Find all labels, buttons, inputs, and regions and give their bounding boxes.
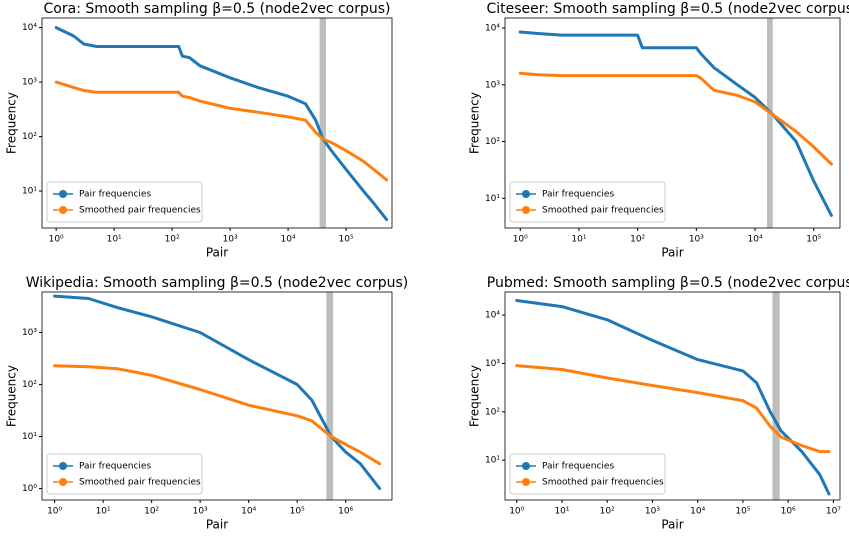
legend-box — [510, 454, 665, 494]
subplot: 10⁰ 10¹ 10² 10³ 10⁴ 10⁵ 10⁶ 10⁷ 10¹ 10² 10³ 10⁴ Pubm… — [468, 275, 849, 532]
y-tick-label: 10³ — [485, 359, 500, 369]
x-tick-label: 10⁶ — [338, 507, 353, 517]
y-tick-label: 10¹ — [22, 432, 37, 442]
y-tick-label: 10¹ — [485, 194, 500, 204]
legend-marker — [59, 462, 67, 470]
y-tick-label: 10⁰ — [22, 484, 37, 494]
legend-marker — [522, 206, 530, 214]
y-tick-label: 10³ — [22, 78, 37, 88]
x-tick-label: 10⁴ — [281, 235, 296, 245]
series-line — [520, 73, 831, 164]
legend-marker — [59, 206, 67, 214]
y-tick-label: 10⁴ — [485, 23, 500, 33]
x-tick-label: 10³ — [689, 235, 704, 245]
legend-marker — [522, 462, 530, 470]
shaded-span — [767, 18, 773, 228]
y-tick-label: 10¹ — [22, 187, 37, 197]
legend-label: Pair frequencies — [79, 462, 151, 472]
y-axis-label: Frequency — [5, 92, 19, 154]
x-tick-label: 10⁵ — [735, 507, 750, 517]
y-tick-label: 10⁴ — [22, 23, 37, 33]
y-tick-label: 10⁴ — [485, 311, 500, 321]
x-tick-label: 10³ — [193, 507, 208, 517]
x-tick-label: 10² — [630, 235, 645, 245]
x-axis-label: Pair — [206, 518, 228, 532]
subplot: 10⁰ 10¹ 10² 10³ 10⁴ 10⁵ 10¹ 10² 10³ 10⁴ Citeseer: … — [468, 1, 849, 260]
y-axis-label: Frequency — [468, 92, 482, 154]
legend-label: Pair frequencies — [79, 190, 151, 200]
chart-title: Pubmed: Smooth sampling β=0.5 (node2vec … — [487, 275, 849, 291]
y-tick-label: 10¹ — [485, 456, 500, 466]
x-tick-label: 10³ — [645, 507, 660, 517]
y-axis-label: Frequency — [5, 365, 19, 427]
x-tick-label: 10⁰ — [49, 235, 64, 245]
legend-box — [47, 454, 202, 494]
y-tick-label: 10³ — [485, 80, 500, 90]
x-tick-label: 10³ — [223, 235, 238, 245]
x-tick-label: 10¹ — [571, 235, 586, 245]
legend-label: Smoothed pair frequencies — [542, 478, 664, 488]
x-tick-label: 10⁴ — [690, 507, 705, 517]
shaded-span — [772, 292, 779, 500]
y-tick-label: 10² — [22, 380, 37, 390]
x-tick-label: 10² — [144, 507, 159, 517]
x-tick-label: 10¹ — [96, 507, 111, 517]
legend-marker — [59, 478, 67, 486]
legend-box — [510, 182, 665, 222]
x-tick-label: 10¹ — [107, 235, 122, 245]
chart-title: Citeseer: Smooth sampling β=0.5 (node2ve… — [486, 1, 849, 17]
x-tick-label: 10⁰ — [47, 507, 62, 517]
subplot: 10⁰ 10¹ 10² 10³ 10⁴ 10⁵ 10⁶ 10⁰ 10¹ 10² 10³ Wikiped… — [5, 275, 409, 532]
y-tick-label: 10² — [485, 137, 500, 147]
legend-marker — [522, 478, 530, 486]
x-tick-label: 10⁴ — [241, 507, 256, 517]
legend-label: Smoothed pair frequencies — [79, 206, 201, 216]
x-axis-label: Pair — [661, 518, 683, 532]
shaded-span — [320, 18, 326, 228]
legend-label: Pair frequencies — [542, 462, 614, 472]
x-tick-label: 10² — [165, 235, 180, 245]
legend-box — [47, 182, 202, 222]
chart-title: Cora: Smooth sampling β=0.5 (node2vec co… — [44, 1, 391, 17]
series-line — [56, 82, 386, 180]
x-tick-label: 10⁵ — [806, 235, 821, 245]
y-tick-label: 10³ — [22, 328, 37, 338]
x-tick-label: 10⁶ — [781, 507, 796, 517]
legend-marker — [522, 190, 530, 198]
x-tick-label: 10⁷ — [826, 507, 841, 517]
legend-marker — [59, 190, 67, 198]
x-tick-label: 10⁰ — [513, 235, 528, 245]
x-axis-label: Pair — [661, 246, 683, 260]
x-axis-label: Pair — [206, 246, 228, 260]
x-tick-label: 10² — [600, 507, 615, 517]
legend-label: Pair frequencies — [542, 190, 614, 200]
chart-title: Wikipedia: Smooth sampling β=0.5 (node2v… — [26, 275, 409, 291]
subplot: 10⁰ 10¹ 10² 10³ 10⁴ 10⁵ 10¹ 10² 10³ 10⁴ Cora: Smoo… — [5, 1, 393, 260]
series-line — [517, 366, 829, 452]
x-tick-label: 10¹ — [554, 507, 569, 517]
shaded-span — [326, 292, 333, 500]
legend-label: Smoothed pair frequencies — [542, 206, 664, 216]
legend-label: Smoothed pair frequencies — [79, 478, 201, 488]
x-tick-label: 10⁰ — [509, 507, 524, 517]
x-tick-label: 10⁵ — [339, 235, 354, 245]
x-tick-label: 10⁵ — [290, 507, 305, 517]
y-tick-label: 10² — [22, 132, 37, 142]
x-tick-label: 10⁴ — [748, 235, 763, 245]
y-tick-label: 10² — [485, 407, 500, 417]
y-axis-label: Frequency — [468, 365, 482, 427]
